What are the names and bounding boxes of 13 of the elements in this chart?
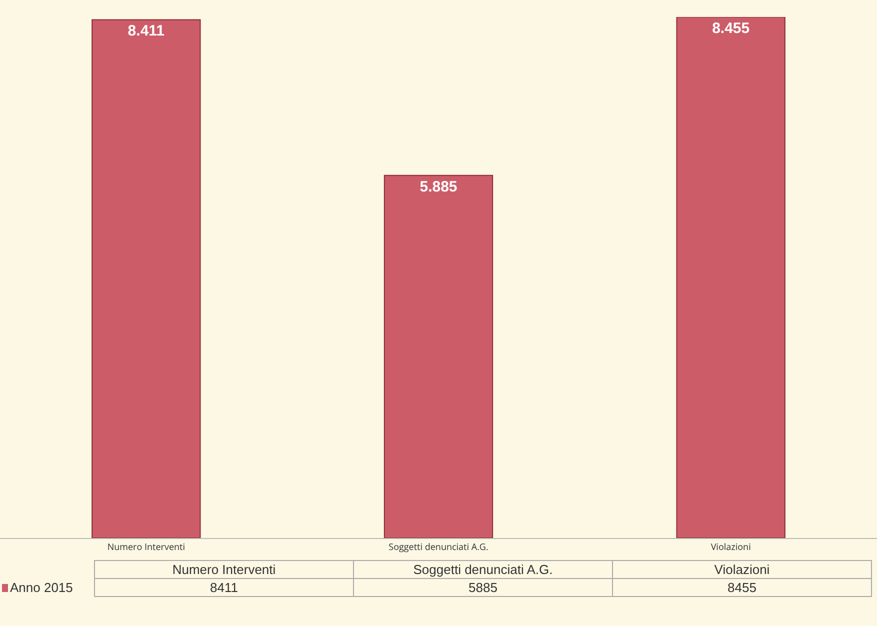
category-label: Numero Interventi [172,562,276,577]
data-label: 5.885 [420,178,458,196]
x-tick-label: Soggetti denunciati A.G. [388,540,488,553]
data-label: 8.455 [712,20,750,37]
category-label: Violazioni [714,562,770,577]
data-label: 8.411 [128,22,165,40]
x-tick-label: Violazioni [710,540,751,553]
x-tick-label: Numero Interventi [107,540,185,553]
text: 8411 [94,578,354,596]
category-label: Soggetti denunciati A.G. [413,562,553,577]
text: 5885 [354,578,612,596]
legend-label: Anno 2015 [9,579,74,596]
text: 8455 [612,578,872,596]
